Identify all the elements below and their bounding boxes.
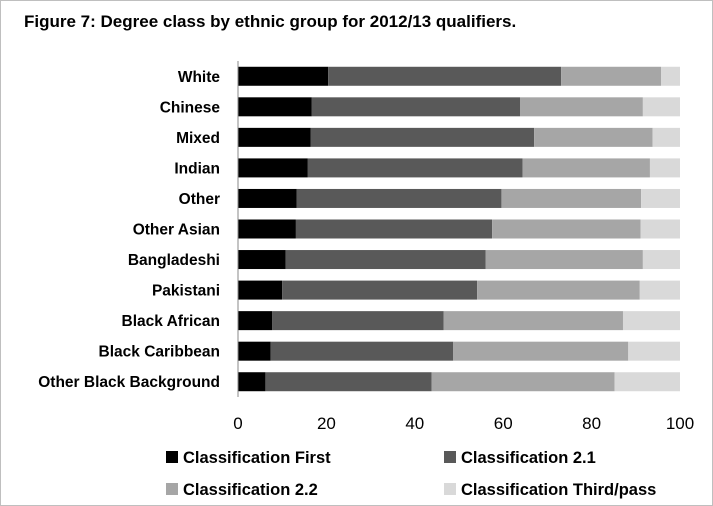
- bar-segment: [477, 280, 640, 300]
- bar-segment: [660, 66, 680, 86]
- bar-segment: [453, 341, 629, 361]
- chart-title: Figure 7: Degree class by ethnic group f…: [24, 12, 517, 31]
- legend-swatch: [166, 451, 178, 463]
- bar-segment: [238, 97, 312, 117]
- bar-segment: [443, 311, 623, 331]
- category-label: Other: [179, 191, 220, 208]
- bar-segment: [238, 66, 329, 86]
- category-label: Other Asian: [133, 222, 220, 239]
- bar-segment: [652, 127, 680, 147]
- category-label: Indian: [174, 160, 220, 177]
- category-label: Other Black Background: [38, 374, 220, 391]
- category-label: White: [178, 69, 221, 86]
- bar-segment: [642, 97, 680, 117]
- bar-segment: [639, 280, 680, 300]
- bar-segment: [522, 158, 650, 178]
- bar-segment: [265, 372, 432, 392]
- legend-swatch: [444, 451, 456, 463]
- bar-segment: [492, 219, 641, 239]
- x-tick-label: 0: [233, 414, 242, 433]
- bar-segment: [311, 97, 520, 117]
- bar-segment: [296, 188, 502, 208]
- bar-segment: [640, 219, 680, 239]
- bar-segment: [238, 250, 286, 270]
- bar-segment: [272, 311, 444, 331]
- category-label: Black Caribbean: [99, 344, 220, 361]
- bar-segment: [238, 372, 266, 392]
- legend-label: Classification Third/pass: [461, 481, 656, 499]
- category-label: Bangladeshi: [128, 252, 220, 269]
- bar-segment: [295, 219, 493, 239]
- legend-label: Classification 2.2: [183, 481, 318, 499]
- category-label: Mixed: [176, 130, 220, 147]
- category-label: Chinese: [160, 99, 221, 116]
- bar-segment: [238, 341, 271, 361]
- bar-segment: [238, 311, 273, 331]
- x-tick-label: 60: [494, 414, 513, 433]
- legend-label: Classification 2.1: [461, 449, 596, 467]
- bar-segment: [238, 219, 296, 239]
- bar-segment: [282, 280, 478, 300]
- legend-swatch: [444, 483, 456, 495]
- bar-segment: [485, 250, 643, 270]
- bar-segment: [238, 127, 311, 147]
- bar-segment: [519, 97, 643, 117]
- bar-segment: [561, 66, 661, 86]
- x-tick-label: 80: [582, 414, 601, 433]
- bar-segment: [307, 158, 523, 178]
- bar-segment: [501, 188, 642, 208]
- bar-segment: [328, 66, 562, 86]
- bar-segment: [238, 158, 308, 178]
- x-tick-label: 100: [666, 414, 694, 433]
- x-tick-label: 40: [405, 414, 424, 433]
- bar-segment: [622, 311, 680, 331]
- category-label: Pakistani: [152, 283, 220, 300]
- bar-segment: [628, 341, 680, 361]
- bar-segment: [614, 372, 680, 392]
- x-tick-label: 20: [317, 414, 336, 433]
- category-label: Black African: [122, 313, 221, 330]
- legend-label: Classification First: [183, 449, 331, 467]
- legend-swatch: [166, 483, 178, 495]
- bar-segment: [534, 127, 653, 147]
- bar-segment: [642, 250, 680, 270]
- bar-segment: [641, 188, 680, 208]
- bar-segment: [285, 250, 486, 270]
- bar-segment: [431, 372, 615, 392]
- bar-segment: [238, 280, 283, 300]
- bar-segment: [649, 158, 680, 178]
- bar-segment: [238, 188, 297, 208]
- bar-segment: [310, 127, 535, 147]
- bar-segment: [270, 341, 454, 361]
